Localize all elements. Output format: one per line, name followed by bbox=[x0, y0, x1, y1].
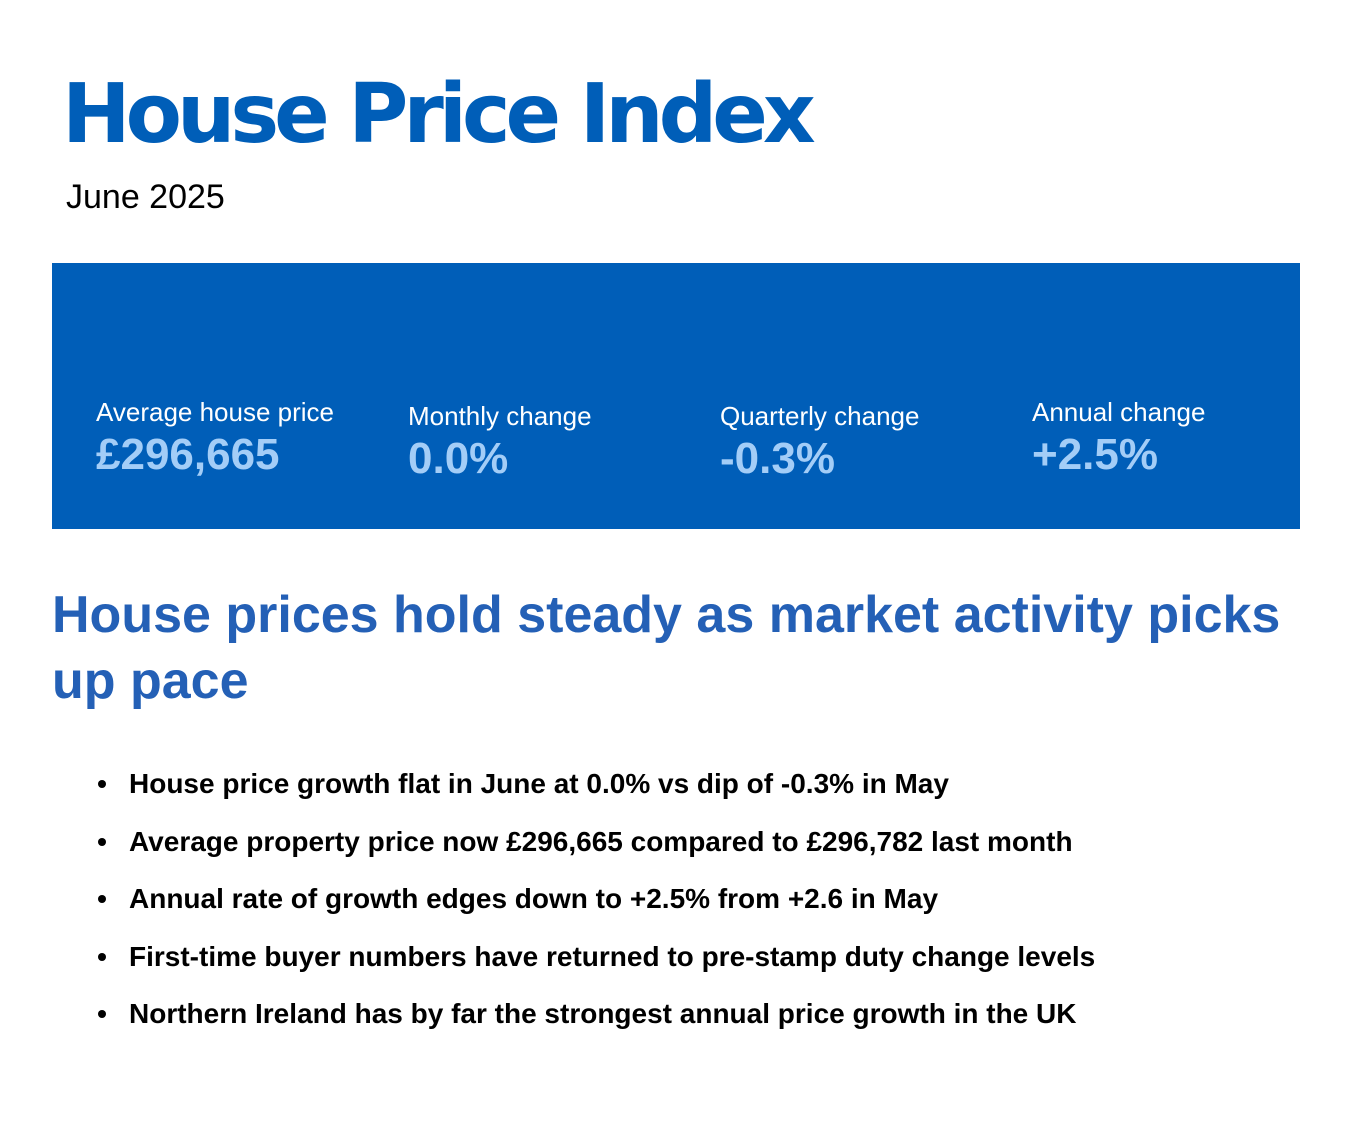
bullet-icon bbox=[98, 895, 106, 903]
stat-label: Quarterly change bbox=[720, 401, 920, 431]
stat-value: £296,665 bbox=[96, 430, 280, 480]
stat-label: Monthly change bbox=[408, 401, 592, 431]
bullet-icon bbox=[98, 780, 106, 788]
list-item-text: Annual rate of growth edges down to +2.5… bbox=[129, 883, 939, 914]
bullet-icon bbox=[98, 1010, 106, 1018]
list-item: Average property price now £296,665 comp… bbox=[98, 823, 1095, 881]
stat-value: -0.3% bbox=[720, 434, 835, 484]
stats-panel: Average house price £296,665 Monthly cha… bbox=[52, 263, 1300, 529]
list-item-text: Northern Ireland has by far the stronges… bbox=[129, 998, 1077, 1029]
list-item: First-time buyer numbers have returned t… bbox=[98, 938, 1096, 996]
stat-label: Average house price bbox=[96, 397, 335, 427]
key-points-list: House price growth flat in June at 0.0% … bbox=[98, 765, 1096, 1053]
report-date: June 2025 bbox=[66, 178, 225, 216]
list-item: Northern Ireland has by far the stronges… bbox=[98, 995, 1095, 1053]
bullet-icon bbox=[98, 837, 106, 846]
list-item-text: First-time buyer numbers have returned t… bbox=[129, 940, 1096, 972]
stat-monthly-change: Monthly change 0.0% bbox=[408, 401, 592, 486]
stat-value: +2.5% bbox=[1032, 430, 1158, 480]
stat-value: 0.0% bbox=[408, 434, 509, 484]
stat-label: Annual change bbox=[1032, 397, 1206, 427]
bullet-icon bbox=[98, 952, 106, 961]
list-item: House price growth flat in June at 0.0% … bbox=[98, 765, 1095, 823]
list-item-text: Average property price now £296,665 comp… bbox=[129, 825, 1073, 857]
stat-average-price: Average house price £296,665 bbox=[96, 397, 334, 482]
page-title: House Price Index bbox=[62, 67, 816, 162]
headline: House prices hold steady as market activ… bbox=[52, 586, 1281, 710]
list-item-text: House price growth flat in June at 0.0% … bbox=[129, 768, 949, 799]
stat-annual-change: Annual change +2.5% bbox=[1032, 397, 1205, 482]
list-item: Annual rate of growth edges down to +2.5… bbox=[98, 880, 1095, 938]
stat-quarterly-change: Quarterly change -0.3% bbox=[720, 401, 919, 486]
